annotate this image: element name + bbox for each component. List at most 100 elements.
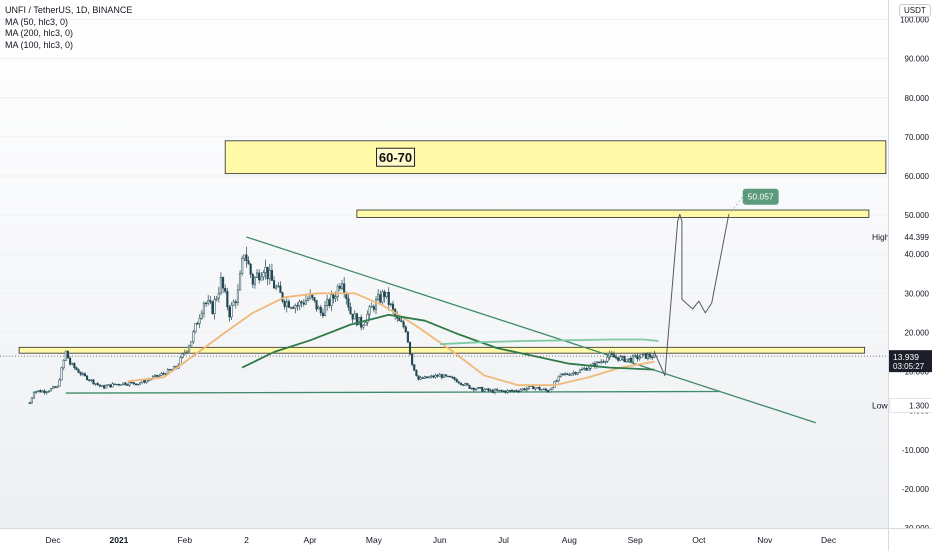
candle-body bbox=[32, 392, 36, 399]
price-chart[interactable]: 60-70 50.057 High Low bbox=[0, 0, 890, 529]
candle-body bbox=[506, 390, 509, 393]
chart-legend: UNFI / TetherUS, 1D, BINANCE MA (50, hlc… bbox=[5, 5, 132, 51]
candle-body bbox=[289, 307, 293, 309]
candle-body bbox=[419, 377, 422, 380]
candle-body bbox=[272, 280, 276, 289]
candle-body bbox=[364, 322, 367, 326]
candle-body bbox=[73, 363, 76, 368]
candle-body bbox=[134, 383, 138, 386]
candle-body bbox=[591, 363, 594, 366]
candle-body bbox=[466, 383, 469, 386]
candle-body bbox=[222, 277, 225, 289]
candle-body bbox=[139, 382, 142, 385]
candle-body bbox=[496, 389, 499, 391]
candle-body bbox=[211, 301, 214, 314]
candle-body bbox=[294, 305, 297, 309]
candle-body bbox=[340, 283, 344, 289]
candle-body bbox=[264, 266, 267, 273]
candle-body bbox=[442, 374, 446, 378]
price-tick-label: 90.000 bbox=[905, 55, 930, 64]
candle-body bbox=[47, 390, 50, 393]
candle-body bbox=[559, 373, 562, 377]
candle-body bbox=[277, 285, 280, 288]
candle-body bbox=[464, 383, 467, 386]
price-tick-label: 20.000 bbox=[905, 328, 930, 337]
candle-body bbox=[268, 270, 271, 280]
candle-body bbox=[60, 367, 63, 381]
candle-body bbox=[88, 379, 91, 381]
candle-body bbox=[81, 373, 84, 375]
candle-body bbox=[52, 386, 55, 389]
candle-body bbox=[334, 296, 337, 299]
candle-body bbox=[209, 300, 212, 303]
candle-body bbox=[154, 374, 157, 377]
candle-body bbox=[483, 389, 486, 392]
candle-body bbox=[349, 306, 352, 315]
candle-body bbox=[83, 373, 87, 377]
candle-body bbox=[385, 291, 388, 297]
candle-body bbox=[96, 383, 99, 386]
candle-body bbox=[564, 373, 567, 375]
candle-body bbox=[188, 345, 191, 352]
price-tick-label: -20.000 bbox=[902, 485, 930, 494]
currency-button[interactable]: USDT bbox=[899, 4, 931, 17]
time-tick-label: 2021 bbox=[110, 535, 129, 545]
time-axis-labels: Dec 2021 Feb 2 Apr May Jun Jul Aug Sep Oct Nov Dec bbox=[46, 535, 837, 545]
candle-body bbox=[62, 359, 65, 369]
candle-body bbox=[547, 390, 550, 393]
candle-body bbox=[94, 383, 97, 385]
candle-body bbox=[75, 367, 78, 371]
candle-body bbox=[253, 277, 256, 285]
candle-body bbox=[387, 291, 390, 305]
candle-body bbox=[445, 374, 448, 377]
candle-body bbox=[504, 390, 507, 393]
candle-body bbox=[343, 283, 346, 294]
chart-pane[interactable]: 60-70 50.057 High Low UNFI / TetherUS, 1D,… bbox=[0, 0, 890, 529]
candle-body bbox=[472, 387, 475, 391]
candle-body bbox=[300, 301, 303, 304]
price-tick-label: 60.000 bbox=[905, 172, 930, 181]
candle-body bbox=[510, 390, 514, 392]
candle-body bbox=[194, 323, 197, 332]
candle-body bbox=[632, 355, 635, 362]
candle-body bbox=[476, 387, 480, 390]
candle-body bbox=[481, 387, 484, 392]
candle-body bbox=[198, 317, 201, 324]
candle-body bbox=[43, 390, 46, 394]
price-axis[interactable]: 100.000 90.000 80.000 70.000 60.000 50.000 40.… bbox=[888, 0, 932, 533]
candle-body bbox=[338, 285, 341, 289]
candle-body bbox=[430, 375, 433, 378]
candle-body bbox=[58, 379, 61, 387]
candle-body bbox=[162, 373, 165, 375]
candle-body bbox=[634, 355, 637, 357]
candle-body bbox=[508, 390, 511, 392]
candle-body bbox=[583, 368, 586, 370]
candle-body bbox=[317, 306, 320, 310]
candle-body bbox=[602, 361, 605, 363]
moving-average-line bbox=[439, 338, 659, 346]
candle-body bbox=[251, 274, 254, 285]
axis-corner bbox=[888, 528, 932, 551]
candle-body bbox=[623, 355, 626, 363]
low-value: 1.300 bbox=[909, 402, 930, 411]
candle-body bbox=[298, 301, 301, 306]
candle-body bbox=[383, 291, 386, 297]
time-tick-label: Aug bbox=[562, 535, 577, 545]
time-axis[interactable]: Dec 2021 Feb 2 Apr May Jun Jul Aug Sep Oct Nov Dec bbox=[0, 528, 888, 551]
candle-body bbox=[513, 390, 516, 392]
candle-body bbox=[366, 313, 369, 323]
time-tick-label: Apr bbox=[304, 535, 317, 545]
candle-body bbox=[270, 270, 273, 281]
candle-body bbox=[391, 303, 395, 310]
candle-body bbox=[332, 294, 335, 299]
candle-body bbox=[604, 361, 607, 363]
candle-body bbox=[262, 272, 265, 278]
candle-body bbox=[158, 375, 161, 377]
candle-body bbox=[493, 389, 497, 393]
candle-body bbox=[402, 321, 405, 328]
candle-body bbox=[519, 389, 522, 392]
candle-body bbox=[185, 350, 188, 353]
candle-body bbox=[362, 324, 365, 328]
candle-body bbox=[306, 298, 310, 301]
candle-body bbox=[538, 387, 541, 390]
